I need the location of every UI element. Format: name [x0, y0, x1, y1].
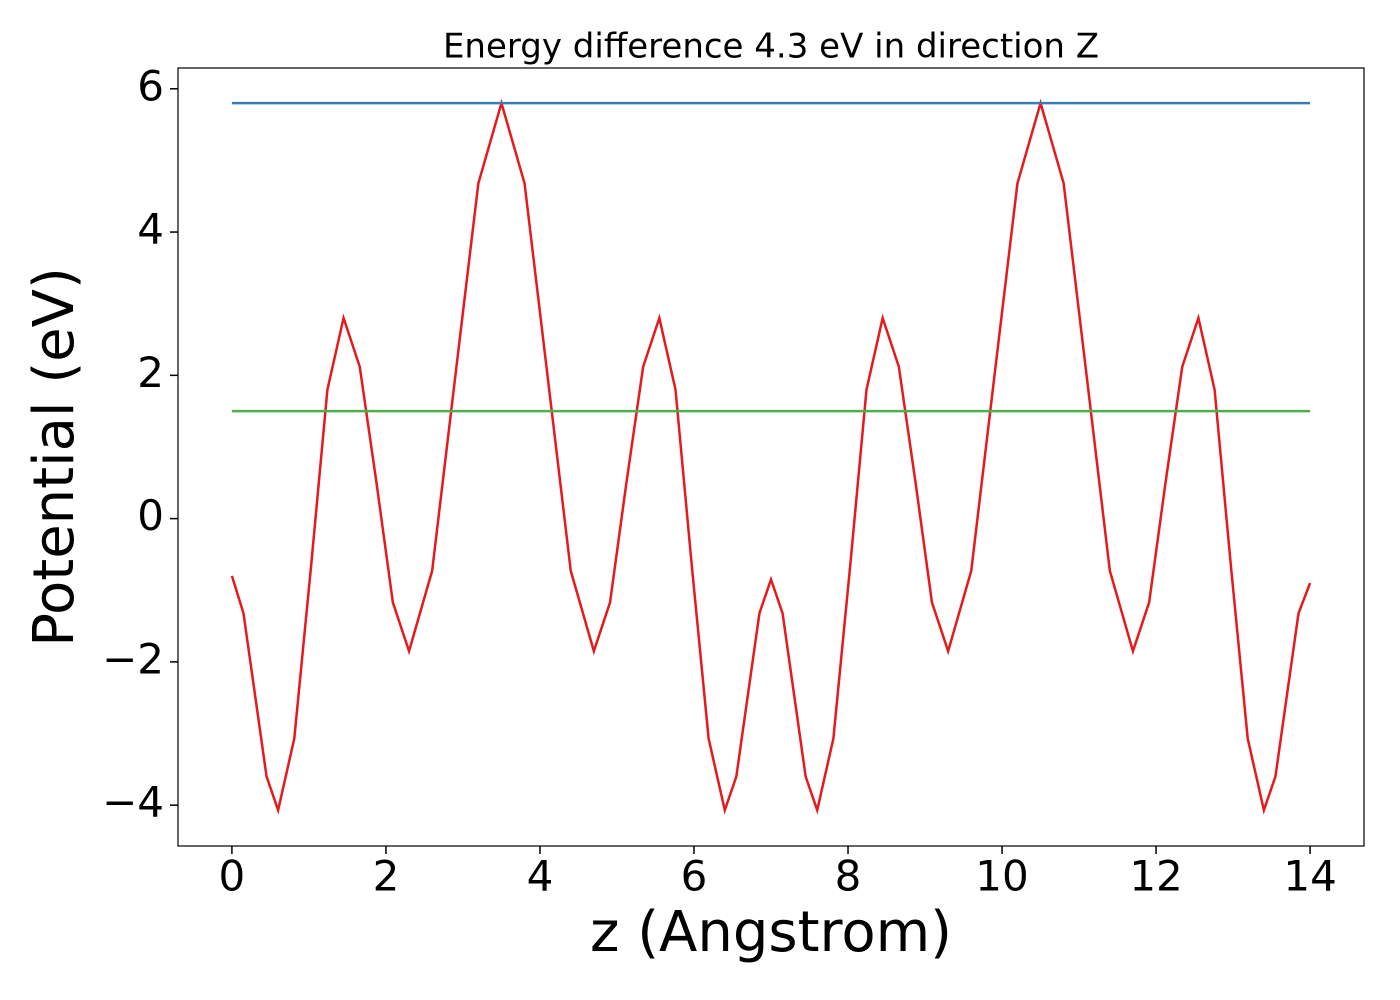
- x-tick-label: 0: [219, 852, 246, 901]
- data-line: [230, 98, 1312, 815]
- plot-frame: [177, 67, 1365, 847]
- y-tick-label: −4: [102, 778, 164, 827]
- x-tick-label: 14: [1283, 852, 1336, 901]
- x-tick-label: 4: [527, 852, 554, 901]
- y-tick-label: 6: [137, 61, 164, 110]
- x-tick-label: 6: [681, 852, 708, 901]
- x-axis-label: z (Angstrom): [590, 900, 952, 965]
- y-tick-label: 4: [137, 205, 164, 254]
- y-tick-label: 2: [137, 348, 164, 397]
- y-tick-label: −2: [102, 634, 164, 683]
- x-tick-label: 8: [835, 852, 862, 901]
- y-tick-label: 0: [137, 491, 164, 540]
- y-axis-label: Potential (eV): [22, 267, 87, 647]
- x-tick-label: 10: [975, 852, 1028, 901]
- x-tick-label: 12: [1129, 852, 1182, 901]
- chart-title: Energy difference 4.3 eV in direction Z: [443, 27, 1099, 67]
- x-tick-label: 2: [373, 852, 400, 901]
